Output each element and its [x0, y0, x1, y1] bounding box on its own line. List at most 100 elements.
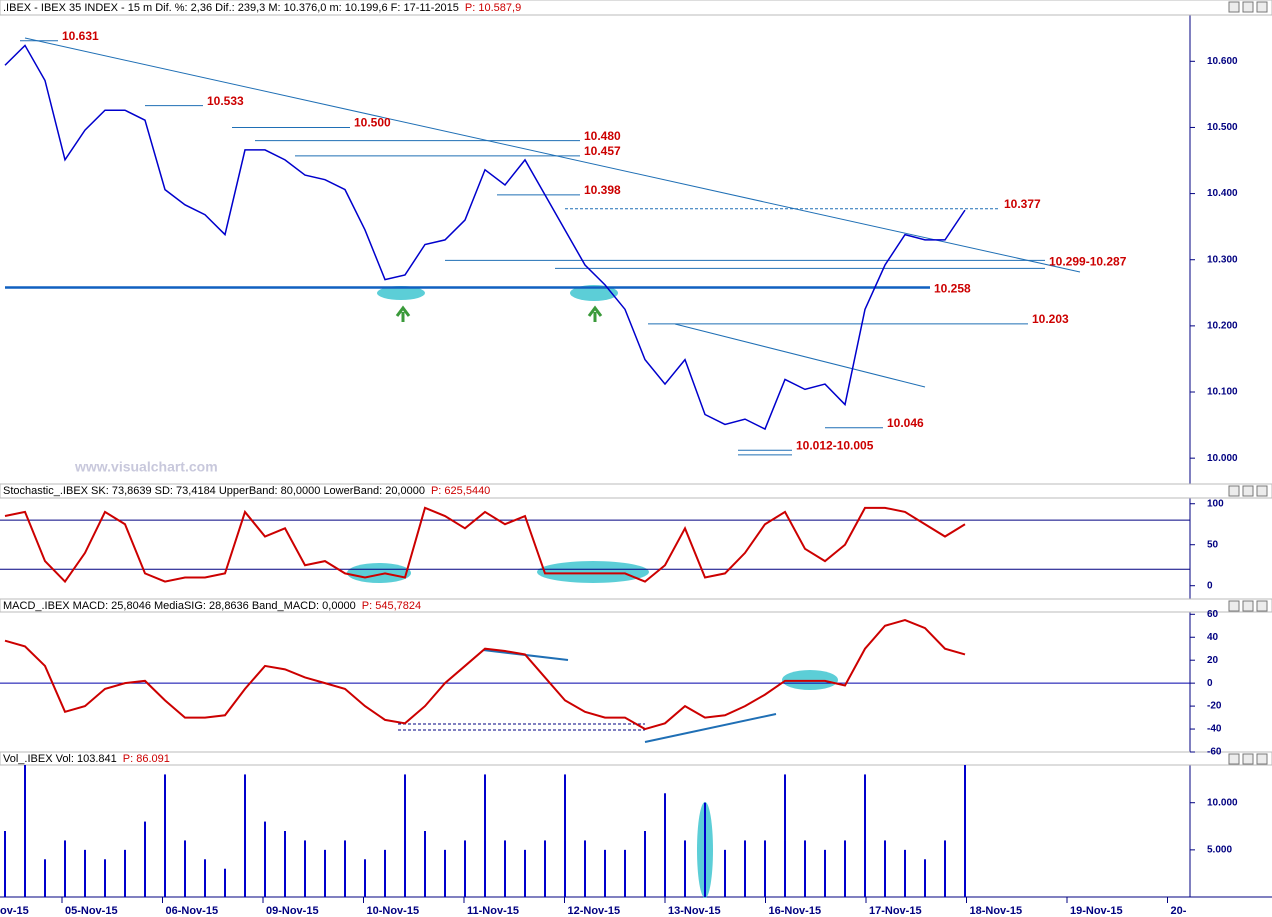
- close-button[interactable]: [1256, 600, 1268, 612]
- y-tick-label: 20: [1207, 655, 1219, 666]
- volume-bar: [824, 849, 826, 897]
- volume-bar: [644, 831, 646, 897]
- price-label: P: 86.091: [123, 753, 170, 765]
- minimize-button[interactable]: [1228, 485, 1240, 497]
- volume-bar: [364, 859, 366, 897]
- volume-bar: [624, 849, 626, 897]
- y-tick-label: 10.000: [1207, 453, 1238, 464]
- volume-bar: [524, 849, 526, 897]
- panel-header: [0, 483, 1272, 499]
- date-label: 06-Nov-15: [166, 905, 219, 917]
- volume-bar: [964, 765, 966, 897]
- date-label: 13-Nov-15: [668, 905, 721, 917]
- arrow: [587, 305, 603, 322]
- y-tick-label: 10.500: [1207, 122, 1238, 133]
- volume-bar: [184, 840, 186, 897]
- close-button[interactable]: [1256, 1, 1268, 13]
- level-label: 10.203: [1032, 312, 1069, 326]
- volume-bar: [584, 840, 586, 897]
- minimize-button[interactable]: [1228, 753, 1240, 765]
- date-label: 17-Nov-15: [869, 905, 922, 917]
- volume-bar: [4, 831, 6, 897]
- watermark: www.visualchart.com: [74, 459, 218, 475]
- y-tick-label: 60: [1207, 609, 1219, 620]
- level-label: 10.457: [584, 144, 621, 158]
- trend-line: [674, 323, 926, 388]
- minimize-button[interactable]: [1228, 600, 1240, 612]
- volume-bar: [484, 774, 486, 897]
- volume-bar: [464, 840, 466, 897]
- volume-bar: [564, 774, 566, 897]
- highlight: [570, 285, 618, 301]
- volume-bar: [504, 840, 506, 897]
- volume-bar: [864, 774, 866, 897]
- price-label: P: 10.587,9: [465, 2, 521, 14]
- arrow: [395, 305, 411, 322]
- volume-bar: [244, 774, 246, 897]
- volume-bar: [224, 868, 226, 897]
- volume-bar: [884, 840, 886, 897]
- volume-bar: [344, 840, 346, 897]
- close-button[interactable]: [1256, 753, 1268, 765]
- y-tick-label: 0: [1207, 678, 1213, 689]
- date-label: 19-Nov-15: [1070, 905, 1123, 917]
- volume-bar: [24, 765, 26, 897]
- panel-title: .IBEX - IBEX 35 INDEX - 15 m Dif. %: 2,3…: [3, 2, 459, 14]
- volume-bar: [324, 849, 326, 897]
- date-label: 20-: [1171, 905, 1187, 917]
- level-label: 10.398: [584, 183, 621, 197]
- panel-title: Vol_.IBEX Vol: 103.841: [3, 753, 117, 765]
- volume-bar: [44, 859, 46, 897]
- volume-bar: [544, 840, 546, 897]
- maximize-button[interactable]: [1242, 600, 1254, 612]
- divergence-line: [644, 713, 777, 743]
- y-tick-label: -20: [1207, 701, 1222, 712]
- y-tick-label: 10.400: [1207, 188, 1238, 199]
- maximize-button[interactable]: [1242, 753, 1254, 765]
- panel-header: [0, 751, 1272, 766]
- level-label: 10.012-10.005: [796, 438, 874, 452]
- y-tick-label: 5.000: [1207, 844, 1232, 855]
- y-tick-label: -40: [1207, 724, 1222, 735]
- volume-bar: [404, 774, 406, 897]
- volume-bar: [764, 840, 766, 897]
- y-tick-label: -60: [1207, 747, 1222, 758]
- y-tick-label: 100: [1207, 498, 1224, 509]
- panel-title: MACD_.IBEX MACD: 25,8046 MediaSIG: 28,86…: [3, 600, 356, 612]
- series-line: [4, 506, 966, 584]
- volume-bar: [284, 831, 286, 897]
- volume-bar: [144, 821, 146, 897]
- drawings: [24, 37, 1081, 898]
- volume-bar: [844, 840, 846, 897]
- y-tick-label: 0: [1207, 580, 1213, 591]
- close-button[interactable]: [1256, 485, 1268, 497]
- volume-bar: [904, 849, 906, 897]
- panel-header: [0, 598, 1272, 613]
- level-label: 10.258: [934, 282, 971, 296]
- y-tick-label: 10.200: [1207, 321, 1238, 332]
- date-label: 12-Nov-15: [568, 905, 621, 917]
- volume-bar: [744, 840, 746, 897]
- volume-bar: [424, 831, 426, 897]
- price-label: P: 625,5440: [431, 485, 490, 497]
- volume-bar: [784, 774, 786, 897]
- volume-bar: [704, 802, 706, 897]
- date-label: 18-Nov-15: [970, 905, 1023, 917]
- volume-bar: [104, 859, 106, 897]
- level-label: 10.631: [62, 29, 99, 43]
- date-label: 05-Nov-15: [65, 905, 118, 917]
- level-label: 10.533: [207, 94, 244, 108]
- maximize-button[interactable]: [1242, 485, 1254, 497]
- window-buttons[interactable]: [1228, 1, 1268, 765]
- minimize-button[interactable]: [1228, 1, 1240, 13]
- highlight: [537, 561, 649, 583]
- volume-bar: [804, 840, 806, 897]
- level-label: 10.480: [584, 129, 621, 143]
- series-line: [4, 44, 966, 431]
- volume-bar: [664, 793, 666, 897]
- y-tick-label: 10.300: [1207, 254, 1238, 265]
- series-line: [4, 618, 966, 731]
- volume-bar: [64, 840, 66, 897]
- maximize-button[interactable]: [1242, 1, 1254, 13]
- level-label: 10.500: [354, 116, 391, 130]
